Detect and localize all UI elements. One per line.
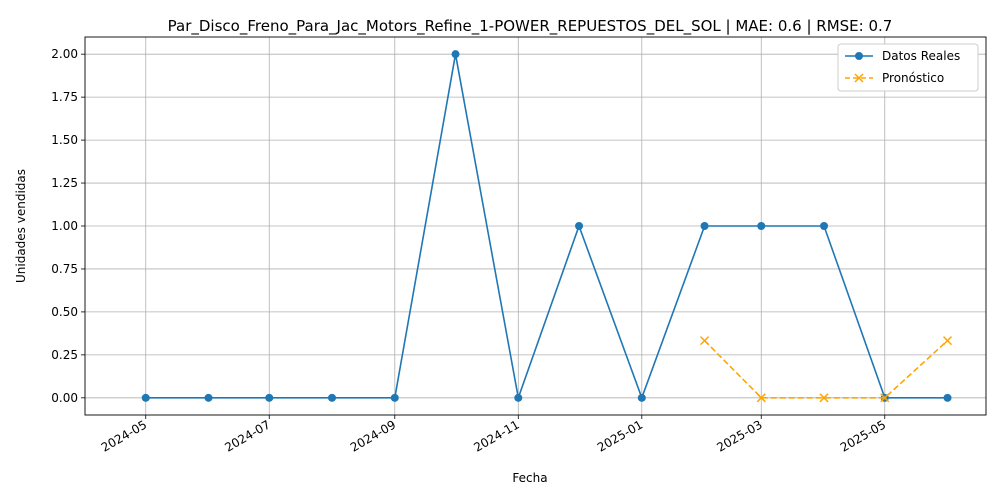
data-point-datos-reales	[637, 393, 646, 402]
data-point-datos-reales	[265, 393, 274, 402]
data-point-datos-reales	[943, 393, 952, 402]
y-tick-label: 0.00	[51, 391, 78, 405]
legend-label-datos-reales: Datos Reales	[882, 49, 960, 63]
data-point-datos-reales	[141, 393, 150, 402]
plot-area	[141, 50, 953, 403]
data-point-pronostico	[700, 336, 710, 346]
data-point-datos-reales	[328, 393, 337, 402]
x-axis-label: Fecha	[512, 471, 547, 485]
y-tick-label: 1.00	[51, 219, 78, 233]
plot-frame	[84, 36, 987, 416]
y-tick-label: 1.50	[51, 133, 78, 147]
data-point-datos-reales	[700, 222, 709, 230]
data-point-pronostico	[880, 393, 890, 403]
legend-label-pronostico: Pronóstico	[882, 71, 944, 85]
data-point-pronostico	[756, 393, 766, 403]
data-point-pronostico	[943, 336, 953, 346]
y-tick-label: 2.00	[51, 47, 78, 61]
y-tick-label: 1.75	[51, 90, 78, 104]
data-point-datos-reales	[757, 222, 766, 230]
legend-marker-pronostico	[854, 73, 864, 83]
legend: Datos Reales Pronóstico	[837, 43, 979, 92]
data-point-datos-reales	[514, 393, 523, 402]
y-tick-label: 1.25	[51, 176, 78, 190]
data-point-datos-reales	[575, 222, 584, 230]
y-axis-label: Unidades vendidas	[14, 169, 28, 283]
series-line-datos-reales	[145, 54, 948, 401]
y-tick-label: 0.50	[51, 305, 78, 319]
y-tick-label: 0.25	[51, 348, 78, 362]
chart-title: Par_Disco_Freno_Para_Jac_Motors_Refine_1…	[168, 17, 893, 36]
data-point-pronostico	[819, 393, 829, 403]
data-point-datos-reales	[451, 50, 460, 59]
y-axis-ticks: 0.00 0.25 0.50 0.75 1.00 1.25 1.50 1.75 2.00	[51, 47, 85, 405]
y-tick-label: 0.75	[51, 262, 78, 276]
data-point-datos-reales	[204, 393, 213, 402]
data-point-datos-reales	[390, 393, 399, 402]
data-point-datos-reales	[820, 222, 829, 230]
legend-marker-datos-reales	[855, 52, 863, 60]
